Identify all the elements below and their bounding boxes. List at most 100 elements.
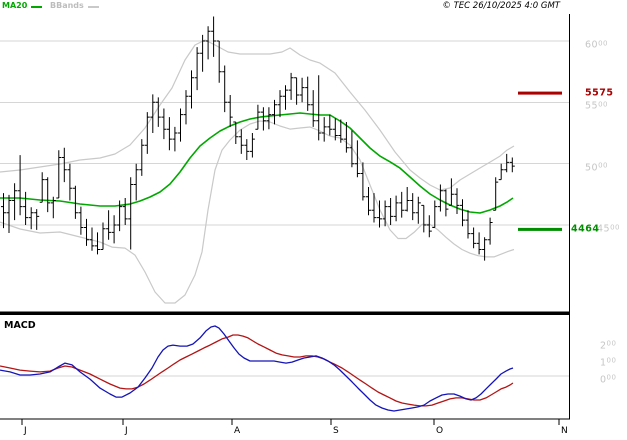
ohlc-bar (155, 97, 161, 127)
ohlc-bar (211, 16, 217, 57)
month-label: J (24, 426, 27, 436)
ohlc-bar (277, 90, 283, 118)
ohlc-bar (305, 76, 311, 111)
ohlc-bar (166, 117, 172, 151)
ohlc-bar (28, 207, 34, 230)
ohlc-bar (493, 177, 499, 211)
ohlc-bar (299, 77, 305, 103)
ohlc-bar (360, 162, 366, 201)
ohlc-bar (432, 200, 438, 228)
copyright-text: © TEC 26/10/2025 4:0 GMT (442, 1, 560, 11)
legend-bbands-label: BBands (50, 1, 84, 10)
macd-line (0, 325, 514, 412)
legend-ma20-label: MA20 (2, 1, 28, 10)
ohlc-bar (288, 72, 294, 100)
ohlc-bar (227, 95, 233, 127)
ohlc-bar (106, 210, 112, 240)
ohlc-bar (509, 157, 515, 173)
ohlc-bar (343, 122, 349, 153)
ohlc-bar (371, 193, 377, 223)
ohlc-bar (426, 215, 432, 238)
ohlc-bar (95, 232, 100, 255)
price-tick-label: 4500 (597, 222, 621, 235)
marker-upper-label: 5575 (585, 87, 614, 99)
macd-tick-label: 200 (600, 339, 617, 351)
ohlc-bar (139, 139, 145, 176)
ohlc-bar (465, 210, 471, 239)
ohlc-bar (56, 150, 62, 199)
ohlc-bar (23, 191, 29, 225)
ohlc-bar (255, 104, 261, 130)
ohlc-bar (216, 40, 222, 83)
ohlc-bar (244, 139, 250, 160)
ohlc-bar (67, 163, 73, 201)
ohlc-bar (39, 172, 45, 203)
ohlc-bar (382, 200, 388, 227)
ohlc-bar (482, 237, 488, 261)
ohlc-bar (84, 218, 89, 246)
ohlc-bar (61, 147, 67, 183)
month-label: A (234, 426, 241, 436)
ohlc-bar (421, 204, 427, 233)
ohlc-bar (321, 117, 327, 142)
ohlc-bar (399, 191, 405, 218)
macd-tick-label: 000 (600, 373, 617, 385)
bollinger-lower-band (0, 120, 515, 304)
ohlc-bar (366, 187, 371, 216)
ohlc-bar (78, 206, 84, 235)
ohlc-bar (283, 85, 288, 110)
bbands-line-sample (88, 6, 99, 8)
ohlc-bar (448, 178, 454, 206)
ma20-line-sample (31, 6, 42, 8)
ohlc-bar (12, 183, 18, 221)
ohlc-bar (238, 129, 244, 154)
month-label: J (125, 426, 128, 436)
ohlc-bar (410, 193, 416, 221)
ohlc-bar (128, 177, 134, 250)
marker-lower-label: 4464 (571, 223, 600, 235)
ohlc-bar (1, 193, 6, 229)
ohlc-bar (294, 77, 300, 105)
ohlc-bar (50, 196, 56, 219)
ohlc-bar (272, 99, 277, 125)
ohlc-bar (17, 155, 23, 216)
price-tick-label: 5000 (585, 161, 609, 173)
ohlc-bar (111, 215, 117, 244)
bollinger-upper-band (0, 39, 515, 191)
ohlc-bar (222, 65, 228, 113)
ohlc-bar (471, 227, 477, 249)
month-label: N (561, 426, 568, 436)
ohlc-bar (183, 90, 189, 125)
macd-tick-label: 100 (600, 356, 617, 368)
macd-panel-title: MACD (4, 320, 36, 331)
ohlc-bar (487, 217, 493, 245)
month-label: S (333, 426, 339, 436)
price-tick-label: 5500 (585, 100, 609, 112)
ohlc-bar (437, 184, 443, 212)
ohlc-bar (504, 153, 510, 173)
ohlc-bar (332, 118, 338, 141)
ohlc-bar (338, 119, 344, 143)
ohlc-bar (310, 90, 316, 127)
ohlc-bar (443, 189, 449, 217)
ohlc-bar (316, 75, 322, 141)
ohlc-bar (260, 107, 266, 131)
ohlc-bar (133, 163, 139, 201)
ohlc-bar (100, 222, 106, 250)
ohlc-bar (249, 133, 255, 158)
month-label: O (436, 426, 444, 436)
ohlc-bar (144, 112, 150, 154)
ohlc-bar (454, 188, 460, 214)
ohlc-bar (45, 177, 51, 213)
ohlc-bar (377, 200, 382, 228)
ohlc-bar (354, 140, 360, 178)
ohlc-bar (404, 187, 410, 212)
ohlc-bar (34, 209, 40, 230)
ohlc-bar (89, 227, 95, 251)
ohlc-bar (327, 114, 333, 136)
ohlc-bar (117, 200, 123, 232)
ohlc-bar (233, 121, 239, 144)
ohlc-bar (205, 26, 211, 60)
ohlc-bar (122, 198, 128, 225)
